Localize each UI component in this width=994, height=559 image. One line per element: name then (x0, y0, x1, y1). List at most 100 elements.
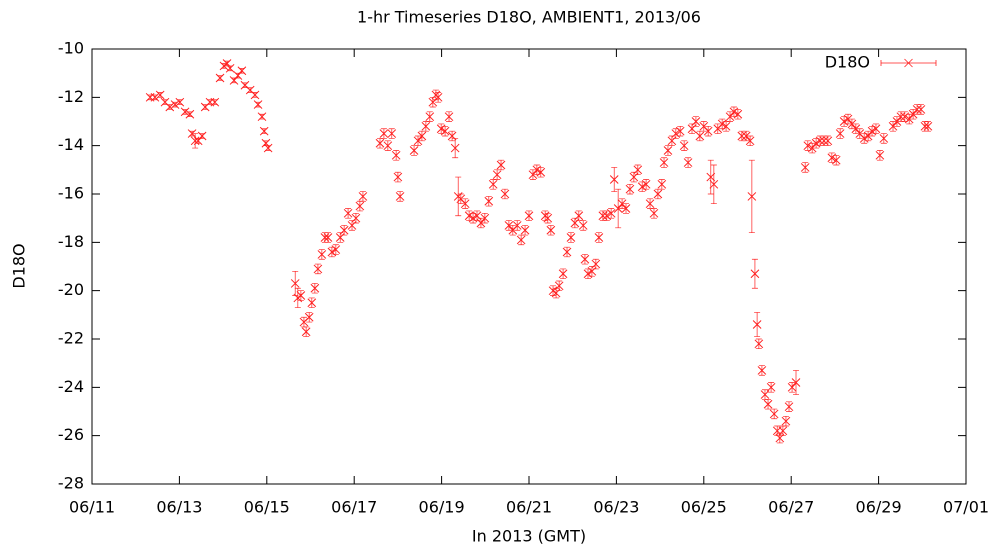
point (512, 221, 522, 230)
point (516, 235, 526, 245)
point (165, 102, 175, 112)
y-tick-label: -18 (58, 232, 84, 251)
point (296, 291, 306, 300)
point (871, 124, 881, 134)
point (709, 179, 719, 189)
point (320, 233, 330, 242)
y-tick-label: -24 (58, 377, 84, 396)
y-tick-label: -28 (58, 474, 84, 493)
point (562, 247, 572, 257)
point (476, 218, 486, 228)
point (737, 131, 747, 141)
point (170, 100, 180, 109)
point (760, 390, 770, 399)
y-tick-label: -12 (58, 87, 84, 106)
point (819, 136, 829, 146)
point (923, 121, 933, 131)
point (787, 382, 797, 392)
point (766, 382, 776, 392)
point (460, 199, 470, 209)
point (317, 250, 327, 259)
point (888, 121, 898, 131)
point (554, 281, 564, 291)
point (800, 163, 810, 172)
point (229, 76, 239, 85)
point (395, 192, 405, 201)
point (580, 254, 590, 264)
point (257, 112, 267, 122)
point (706, 172, 716, 182)
point (752, 320, 762, 329)
point (725, 112, 735, 122)
point (778, 426, 788, 436)
point (187, 129, 197, 138)
point (683, 158, 693, 167)
point (480, 213, 490, 223)
point (233, 71, 243, 80)
point (237, 66, 247, 76)
x-tick-label: 06/19 (419, 498, 465, 517)
point (657, 179, 667, 189)
point (301, 327, 311, 337)
y-tick-label: -10 (58, 39, 84, 58)
point (290, 279, 300, 288)
point (351, 213, 361, 223)
point (343, 208, 353, 218)
point (823, 136, 833, 146)
point (323, 233, 333, 242)
point (304, 312, 314, 322)
point (747, 192, 757, 201)
point (524, 211, 534, 221)
point (574, 211, 584, 221)
point (444, 112, 454, 122)
point (851, 124, 861, 134)
point (339, 225, 349, 235)
point (433, 92, 443, 102)
point (763, 399, 773, 409)
point (440, 126, 450, 136)
point (807, 143, 817, 153)
x-tick-label: 06/23 (593, 498, 639, 517)
point (721, 121, 731, 131)
point (754, 339, 764, 349)
point (633, 165, 643, 175)
point (741, 131, 751, 141)
point (815, 136, 825, 146)
point (892, 117, 902, 126)
point (150, 92, 160, 102)
point (920, 121, 930, 131)
point (750, 269, 760, 279)
point (863, 131, 873, 141)
point (259, 126, 269, 136)
chart-title: 1-hr Timeseries D18O, AMBIENT1, 2013/06 (357, 8, 701, 27)
point (566, 233, 576, 242)
point (387, 129, 397, 138)
point (617, 199, 627, 209)
point (691, 117, 701, 126)
point (843, 114, 853, 124)
plot-frame (91, 48, 967, 485)
y-tick-label: -16 (58, 184, 84, 203)
point (417, 131, 427, 141)
x-axis-label: In 2013 (GMT) (472, 527, 586, 546)
point (215, 73, 225, 83)
point (391, 150, 401, 160)
point (835, 129, 845, 138)
point (450, 143, 460, 153)
point (253, 100, 263, 109)
point (875, 150, 885, 160)
x-tick-label: 07/01 (943, 498, 989, 517)
x-tick-label: 06/11 (69, 498, 115, 517)
point (175, 97, 185, 107)
point (263, 143, 273, 153)
x-tick-label: 06/17 (331, 498, 377, 517)
point (896, 112, 906, 122)
point (703, 126, 713, 136)
point (313, 264, 323, 274)
y-tick-label: -26 (58, 425, 84, 444)
point (598, 211, 608, 221)
x-tick-label: 06/13 (156, 498, 202, 517)
y-tick-label: -20 (58, 280, 84, 299)
x-tick-label: 06/21 (506, 498, 552, 517)
point (484, 196, 494, 206)
